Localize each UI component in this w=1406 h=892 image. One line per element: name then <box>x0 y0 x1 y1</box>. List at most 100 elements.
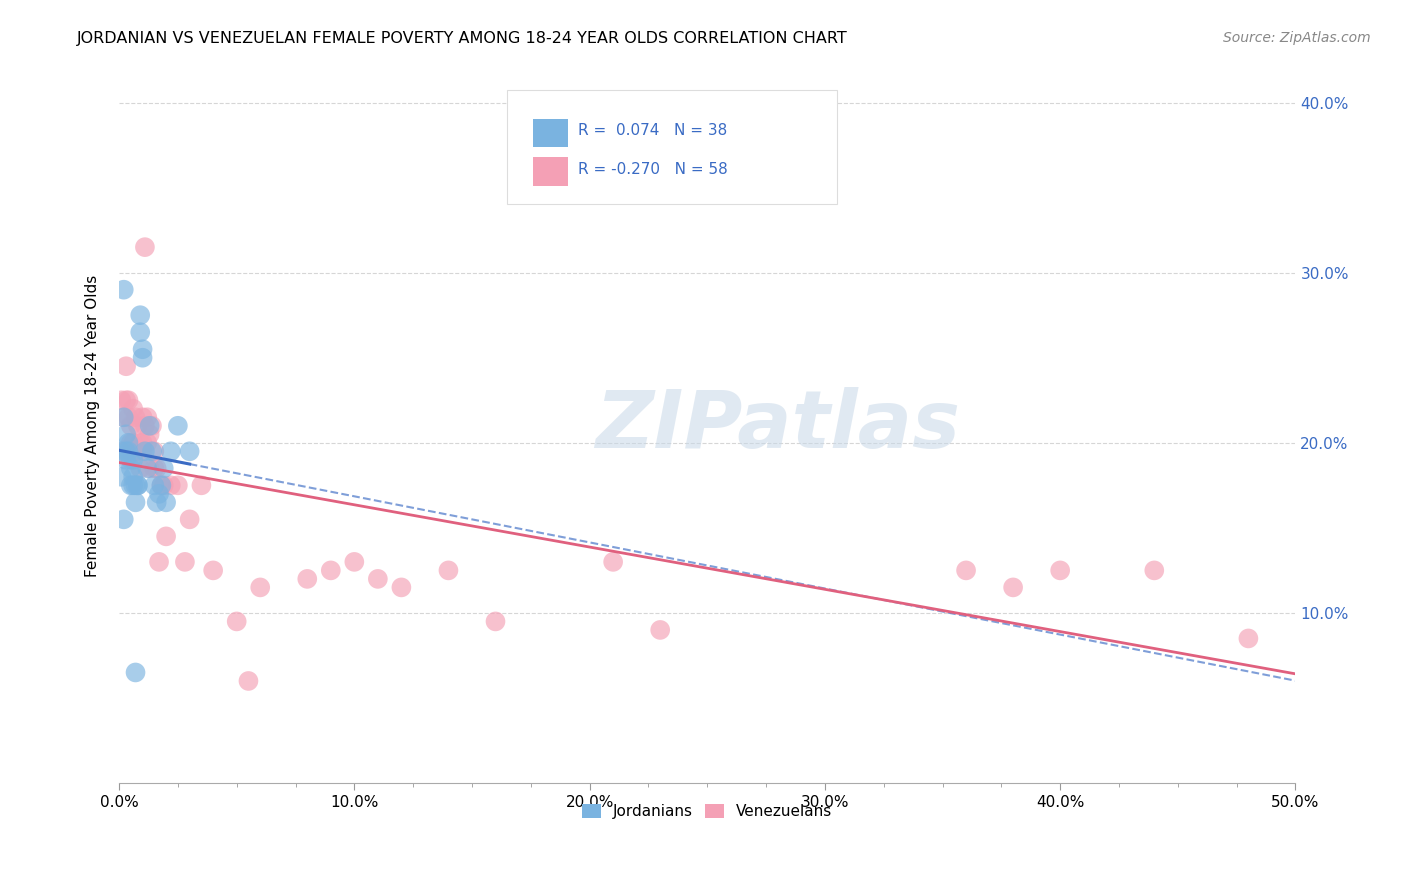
Point <box>112 410 135 425</box>
Point <box>152 461 174 475</box>
Point <box>117 393 139 408</box>
Point <box>225 615 247 629</box>
Point <box>159 478 181 492</box>
Point <box>174 555 197 569</box>
Point <box>136 461 159 475</box>
Point <box>131 351 153 365</box>
Point <box>1237 632 1260 646</box>
Point <box>190 478 212 492</box>
Point <box>145 461 167 475</box>
Text: R =  0.074   N = 38: R = 0.074 N = 38 <box>578 123 727 138</box>
Point <box>484 615 506 629</box>
Point <box>134 418 156 433</box>
Point <box>120 478 142 492</box>
Point <box>122 401 145 416</box>
Point <box>131 444 153 458</box>
Point <box>955 563 977 577</box>
Point <box>122 435 145 450</box>
Point <box>115 427 138 442</box>
Point <box>124 478 146 492</box>
Point <box>602 555 624 569</box>
Point <box>110 444 132 458</box>
Point <box>167 478 190 492</box>
Text: Source: ZipAtlas.com: Source: ZipAtlas.com <box>1223 31 1371 45</box>
Point <box>650 623 672 637</box>
Point <box>122 470 145 484</box>
Point <box>129 435 152 450</box>
Point <box>150 478 173 492</box>
Point <box>110 393 132 408</box>
Point <box>141 444 163 458</box>
Point <box>122 478 145 492</box>
Point <box>127 478 149 492</box>
Point <box>124 410 146 425</box>
Point <box>115 444 138 458</box>
FancyBboxPatch shape <box>533 157 568 186</box>
Point <box>136 435 159 450</box>
Point <box>152 478 174 492</box>
Point <box>155 529 177 543</box>
Point <box>117 435 139 450</box>
Point <box>131 343 153 357</box>
Point <box>110 470 132 484</box>
Point <box>124 665 146 680</box>
Text: JORDANIAN VS VENEZUELAN FEMALE POVERTY AMONG 18-24 YEAR OLDS CORRELATION CHART: JORDANIAN VS VENEZUELAN FEMALE POVERTY A… <box>77 31 848 46</box>
Point <box>129 308 152 322</box>
Point <box>249 581 271 595</box>
Point <box>145 495 167 509</box>
Point <box>202 563 225 577</box>
Point <box>1002 581 1025 595</box>
Point <box>389 581 412 595</box>
Point <box>112 283 135 297</box>
Point <box>343 555 366 569</box>
Point <box>124 495 146 509</box>
Text: ZIPatlas: ZIPatlas <box>595 387 960 465</box>
Point <box>115 452 138 467</box>
Point <box>437 563 460 577</box>
Point <box>179 512 201 526</box>
Point <box>138 418 160 433</box>
Point <box>124 444 146 458</box>
Point <box>112 512 135 526</box>
Point <box>367 572 389 586</box>
Point <box>143 478 166 492</box>
Point <box>134 240 156 254</box>
Point <box>141 418 163 433</box>
Point <box>148 555 170 569</box>
Point <box>127 444 149 458</box>
Point <box>112 444 135 458</box>
Point <box>122 452 145 467</box>
Point <box>148 487 170 501</box>
Point <box>136 410 159 425</box>
Point <box>1143 563 1166 577</box>
Y-axis label: Female Poverty Among 18-24 Year Olds: Female Poverty Among 18-24 Year Olds <box>86 275 100 577</box>
Point <box>127 418 149 433</box>
Point <box>238 673 260 688</box>
Point <box>319 563 342 577</box>
Point <box>131 435 153 450</box>
Point <box>117 410 139 425</box>
Point <box>120 418 142 433</box>
Point <box>120 444 142 458</box>
Point <box>179 444 201 458</box>
Point <box>159 444 181 458</box>
Legend: Jordanians, Venezuelans: Jordanians, Venezuelans <box>576 798 838 825</box>
Point <box>134 444 156 458</box>
Point <box>120 461 142 475</box>
Point <box>131 410 153 425</box>
Point <box>117 444 139 458</box>
Text: R = -0.270   N = 58: R = -0.270 N = 58 <box>578 162 727 178</box>
Point <box>115 359 138 374</box>
FancyBboxPatch shape <box>533 119 568 147</box>
Point <box>127 478 149 492</box>
FancyBboxPatch shape <box>508 90 837 204</box>
Point <box>115 393 138 408</box>
Point <box>120 435 142 450</box>
Point <box>1049 563 1071 577</box>
Point <box>120 452 142 467</box>
Point <box>112 410 135 425</box>
Point <box>138 427 160 442</box>
Point <box>138 461 160 475</box>
Point <box>155 495 177 509</box>
Point <box>297 572 319 586</box>
